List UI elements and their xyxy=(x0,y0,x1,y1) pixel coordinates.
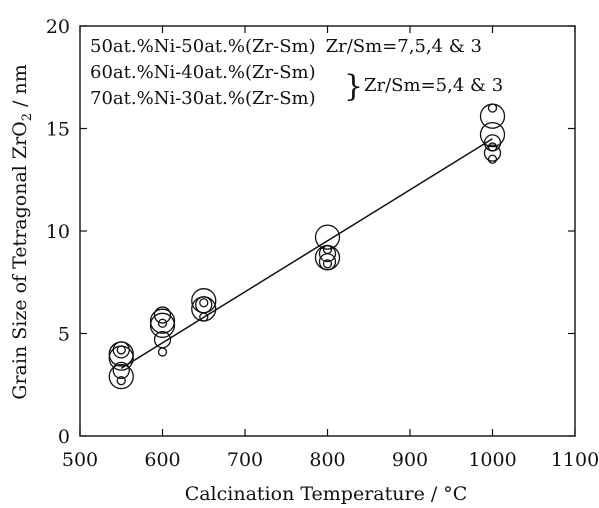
x-axis-title: Calcination Temperature / °C xyxy=(185,483,468,505)
data-point-0-17 xyxy=(199,312,209,322)
data-point-0-4 xyxy=(112,361,130,380)
y-axis-title-subscript: 2 xyxy=(20,113,35,121)
annotation-ratio-group-1: Zr/Sm=7,5,4 & 3 xyxy=(326,36,482,57)
annotation-block: 50at.%Ni-50at.%(Zr-Sm) Zr/Sm=7,5,4 & 3 60… xyxy=(90,36,503,109)
annotation-line-1: 50at.%Ni-50at.%(Zr-Sm) Zr/Sm=7,5,4 & 3 xyxy=(90,36,482,57)
data-point-0-5 xyxy=(108,363,134,390)
data-point-0-9 xyxy=(157,318,168,328)
data-point-0-30 xyxy=(487,154,498,164)
data-point-0-25 xyxy=(479,103,506,129)
annotation-line-3: 70at.%Ni-30at.%(Zr-Sm) xyxy=(90,88,316,109)
data-point-0-14 xyxy=(199,298,209,308)
data-point-0-29 xyxy=(483,144,502,162)
annotation-composition-1: 50at.%Ni-50at.%(Zr-Sm) xyxy=(90,36,316,57)
x-tick-label-3: 800 xyxy=(309,449,345,471)
annotation-line-2: 60at.%Ni-40at.%(Zr-Sm) xyxy=(90,62,316,83)
x-tick-label-5: 1000 xyxy=(468,449,516,471)
data-point-0-12 xyxy=(157,347,168,357)
data-point-0-8 xyxy=(149,308,176,334)
data-point-0-23 xyxy=(322,259,333,269)
x-tick-label-4: 900 xyxy=(392,449,428,471)
x-tick-label-1: 600 xyxy=(144,449,180,471)
x-tick-label-0: 500 xyxy=(62,449,98,471)
data-point-0-18 xyxy=(314,224,341,250)
data-point-0-0 xyxy=(112,341,130,359)
x-axis-title-main: Calcination Temperature xyxy=(185,483,425,505)
x-axis-title-unit: / °C xyxy=(431,483,467,505)
x-axis-title-group: Calcination Temperature / °C xyxy=(185,483,468,505)
y-tick-label-2: 10 xyxy=(46,221,70,243)
data-point-0-7 xyxy=(153,306,172,324)
y-tick-label-1: 5 xyxy=(58,324,70,346)
data-point-0-6 xyxy=(116,375,126,386)
y-tick-label-0: 0 xyxy=(58,426,70,448)
x-tick-label-2: 700 xyxy=(227,449,263,471)
x-tick-label-6: 1100 xyxy=(551,449,599,471)
y-axis-title-unit: / nm xyxy=(9,64,31,107)
y-axis-title-main: Grain Size of Tetragonal ZrO xyxy=(9,121,31,399)
plot-area: 500 600 700 800 900 1000 1100 0 5 10 15 20 xyxy=(46,16,599,471)
data-point-0-1 xyxy=(108,341,134,367)
y-axis-title-group: Grain Size of Tetragonal ZrO2 / nm xyxy=(9,64,35,399)
data-point-0-26 xyxy=(479,121,506,148)
y-tick-label-4: 20 xyxy=(46,16,70,38)
y-tick-label-3: 15 xyxy=(46,119,70,141)
y-axis-title: Grain Size of Tetragonal ZrO2 / nm xyxy=(9,64,35,399)
data-point-0-28 xyxy=(487,142,498,152)
data-point-0-3 xyxy=(116,345,126,355)
annotation-ratio-group-2: Zr/Sm=5,4 & 3 xyxy=(364,75,503,96)
data-point-0-10 xyxy=(149,312,176,338)
data-point-0-22 xyxy=(318,253,337,271)
annotation-brace: } xyxy=(344,69,363,104)
trendline xyxy=(120,138,493,369)
